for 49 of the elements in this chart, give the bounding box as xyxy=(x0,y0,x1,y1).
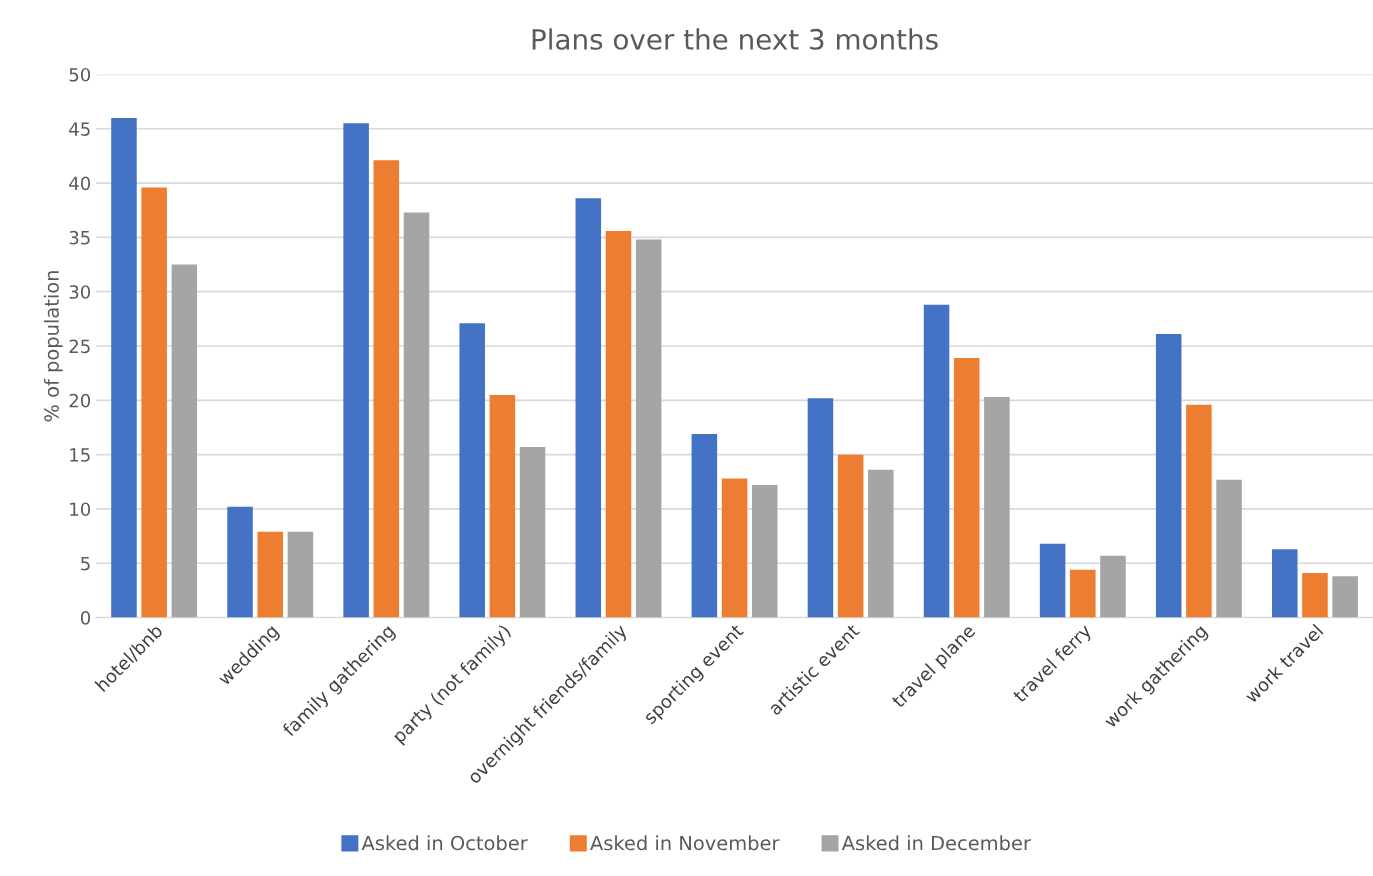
legend-label: Asked in October xyxy=(361,835,528,851)
bar xyxy=(1039,543,1066,618)
bar xyxy=(837,454,864,618)
bar xyxy=(807,398,834,618)
bar xyxy=(1155,334,1182,618)
bar xyxy=(1100,555,1126,618)
chart-title: Plans over the next 3 months xyxy=(532,28,938,50)
y-tick-label: 20 xyxy=(69,393,91,408)
bar xyxy=(141,187,167,618)
y-tick-label: 15 xyxy=(70,448,90,462)
legend-label: Asked in December xyxy=(841,835,1031,851)
bar xyxy=(868,469,894,618)
bar xyxy=(751,485,778,618)
bar xyxy=(1070,569,1096,618)
bar xyxy=(343,123,369,618)
y-tick-label: 45 xyxy=(69,122,90,136)
bar xyxy=(984,397,1010,618)
y-tick-label: 25 xyxy=(69,339,90,354)
bar xyxy=(171,264,198,618)
bar xyxy=(257,531,283,618)
bar xyxy=(489,394,516,618)
bar xyxy=(287,531,314,618)
y-tick-label: 5 xyxy=(81,556,90,571)
bar xyxy=(403,212,430,618)
y-tick-label: 35 xyxy=(69,230,90,245)
bar xyxy=(1272,549,1298,618)
bar xyxy=(721,478,748,618)
y-tick-label: 10 xyxy=(70,502,91,517)
bar xyxy=(519,447,546,618)
bar xyxy=(459,323,485,618)
legend-label: Asked in November xyxy=(590,835,780,851)
bar xyxy=(1332,576,1358,618)
bar xyxy=(575,198,602,618)
bar xyxy=(373,160,400,618)
y-tick-label: 50 xyxy=(69,67,91,82)
bar xyxy=(923,304,950,618)
y-tick-label: 0 xyxy=(80,611,91,625)
bar xyxy=(635,239,662,618)
bar xyxy=(953,357,980,618)
bar xyxy=(1186,404,1212,618)
y-tick-label: 30 xyxy=(69,285,91,299)
y-tick-label: 40 xyxy=(69,176,91,191)
bar xyxy=(227,506,253,618)
y-axis-title: % of population xyxy=(43,271,63,422)
bar xyxy=(605,230,632,618)
bar xyxy=(111,117,137,618)
bar xyxy=(691,434,718,618)
bar xyxy=(1216,479,1242,618)
bar xyxy=(1302,573,1328,618)
